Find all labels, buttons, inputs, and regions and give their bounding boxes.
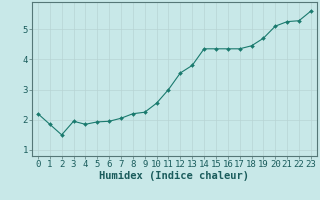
X-axis label: Humidex (Indice chaleur): Humidex (Indice chaleur) — [100, 171, 249, 181]
